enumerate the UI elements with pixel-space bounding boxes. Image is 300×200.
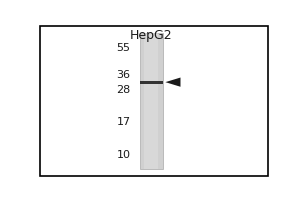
Text: 55: 55 bbox=[116, 43, 130, 53]
Text: 36: 36 bbox=[116, 70, 130, 80]
Bar bbox=[140, 33, 163, 169]
Text: 10: 10 bbox=[116, 150, 130, 160]
Bar bbox=[140, 81, 163, 84]
Text: 17: 17 bbox=[116, 117, 130, 127]
Text: 28: 28 bbox=[116, 85, 130, 95]
Text: HepG2: HepG2 bbox=[130, 29, 173, 42]
Polygon shape bbox=[165, 78, 181, 87]
Bar bbox=[145, 33, 158, 169]
